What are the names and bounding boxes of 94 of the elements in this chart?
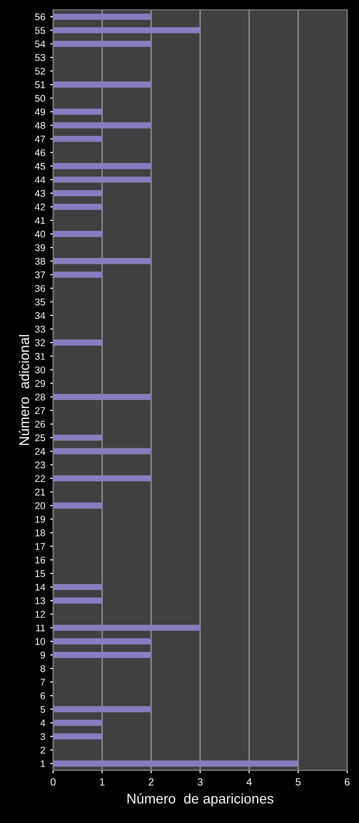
x-tick-label: 1 bbox=[100, 778, 105, 786]
y-tick-label: 46 bbox=[34, 149, 46, 156]
y-tick-label: 50 bbox=[35, 94, 46, 102]
y-tick-label: 5 bbox=[40, 706, 46, 713]
bar bbox=[53, 598, 102, 604]
bar bbox=[53, 624, 200, 631]
bar bbox=[53, 652, 152, 658]
x-tick-label: 4 bbox=[246, 778, 252, 786]
bar bbox=[53, 340, 102, 346]
x-tick-label: 3 bbox=[198, 778, 203, 786]
bar bbox=[53, 733, 102, 740]
x-tick-label: 5 bbox=[296, 778, 301, 786]
y-tick-label: 44 bbox=[34, 176, 46, 184]
y-tick-label: 2 bbox=[40, 746, 46, 754]
bar bbox=[53, 584, 102, 590]
y-tick-label: 40 bbox=[34, 230, 46, 238]
bar bbox=[53, 448, 152, 454]
y-tick-label: 38 bbox=[35, 258, 46, 265]
y-tick-label: 7 bbox=[40, 678, 46, 686]
y-tick-label: 19 bbox=[35, 516, 46, 523]
y-tick-label: 11 bbox=[36, 624, 46, 632]
y-tick-label: 39 bbox=[35, 244, 46, 252]
bar bbox=[53, 14, 152, 20]
y-tick-label: 15 bbox=[35, 570, 46, 578]
y-tick-label: 31 bbox=[35, 352, 46, 360]
y-tick-label: 29 bbox=[35, 380, 46, 387]
bar bbox=[53, 760, 298, 767]
bar bbox=[53, 176, 152, 183]
y-tick-label: 10 bbox=[35, 638, 46, 645]
y-tick-label: 9 bbox=[40, 652, 46, 659]
y-tick-label: 27 bbox=[35, 407, 46, 414]
bar bbox=[53, 108, 102, 115]
y-tick-label: 6 bbox=[40, 692, 46, 700]
y-tick-label: 32 bbox=[35, 339, 46, 346]
x-axis-title: Número de apariciones bbox=[128, 793, 274, 806]
bar bbox=[53, 82, 152, 88]
y-tick-label: 26 bbox=[35, 420, 46, 428]
y-tick-label: 28 bbox=[35, 394, 46, 401]
y-tick-label: 55 bbox=[35, 27, 46, 34]
bar bbox=[53, 27, 200, 34]
y-tick-label: 21 bbox=[35, 488, 46, 496]
y-tick-label: 33 bbox=[35, 326, 46, 333]
y-tick-label: 37 bbox=[35, 271, 46, 278]
y-tick-label: 36 bbox=[35, 284, 46, 292]
y-axis-title: Número adicional bbox=[18, 335, 30, 445]
x-tick-label: 2 bbox=[148, 778, 154, 786]
y-tick-label: 54 bbox=[35, 40, 46, 48]
bar bbox=[53, 272, 102, 278]
bar bbox=[53, 162, 152, 170]
bar bbox=[53, 40, 152, 47]
y-tick-label: 3 bbox=[40, 733, 46, 740]
bar bbox=[53, 204, 102, 210]
y-tick-label: 1 bbox=[40, 760, 46, 768]
y-tick-label: 52 bbox=[35, 68, 46, 75]
bar bbox=[53, 190, 102, 196]
y-tick-label: 23 bbox=[35, 462, 46, 468]
y-tick-label: 30 bbox=[35, 366, 46, 374]
y-tick-label: 18 bbox=[35, 529, 46, 536]
y-tick-label: 12 bbox=[35, 610, 46, 618]
y-tick-label: 48 bbox=[34, 122, 46, 129]
bar bbox=[53, 434, 102, 441]
y-tick-label: 42 bbox=[34, 204, 46, 210]
y-tick-label: 51 bbox=[35, 81, 46, 88]
y-tick-label: 41 bbox=[34, 217, 46, 224]
y-tick-label: 34 bbox=[35, 312, 46, 320]
bar bbox=[53, 394, 152, 400]
bar bbox=[53, 638, 152, 644]
y-tick-label: 8 bbox=[40, 665, 46, 672]
y-tick-label: 53 bbox=[35, 54, 46, 62]
bar bbox=[53, 475, 152, 482]
bar bbox=[53, 706, 152, 712]
y-tick-label: 56 bbox=[35, 13, 46, 20]
y-tick-label: 13 bbox=[35, 597, 46, 604]
bar bbox=[53, 136, 102, 142]
y-tick-label: 22 bbox=[35, 475, 46, 482]
y-tick-label: 20 bbox=[35, 502, 46, 510]
y-tick-label: 35 bbox=[35, 298, 46, 306]
y-tick-label: 49 bbox=[34, 108, 46, 116]
y-tick-label: 17 bbox=[35, 543, 46, 550]
bar bbox=[53, 230, 102, 237]
bar bbox=[53, 502, 102, 509]
bar bbox=[53, 122, 152, 128]
bar bbox=[53, 258, 152, 264]
y-tick-label: 45 bbox=[34, 162, 46, 170]
y-tick-label: 24 bbox=[35, 448, 46, 455]
y-tick-label: 14 bbox=[35, 584, 46, 591]
y-tick-label: 25 bbox=[35, 434, 46, 442]
y-tick-label: 4 bbox=[40, 720, 46, 726]
x-tick-label: 6 bbox=[344, 778, 350, 786]
y-tick-label: 43 bbox=[34, 190, 46, 197]
y-tick-label: 16 bbox=[35, 556, 46, 564]
bar bbox=[53, 720, 102, 726]
y-tick-label: 47 bbox=[34, 136, 46, 142]
x-tick-label: 0 bbox=[50, 778, 56, 786]
